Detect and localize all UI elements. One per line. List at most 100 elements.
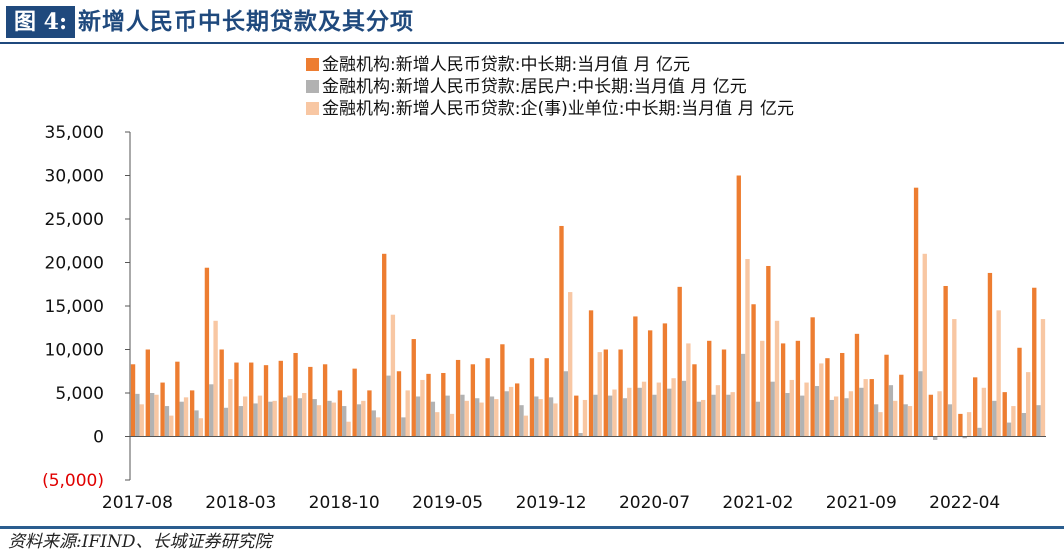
bar-s1-2018-07 [293, 352, 298, 437]
bar-s1-2020-06 [633, 316, 638, 437]
bar-s2-2021-08 [844, 398, 849, 437]
bar-s2-2022-01 [918, 371, 923, 437]
legend-label-1: 金融机构:新增人民币贷款:中长期:当月值 月 亿元 [322, 55, 690, 75]
bar-s1-2021-03 [766, 265, 771, 437]
bar-s2-2018-01 [209, 384, 214, 437]
bar-s3-2018-09 [331, 402, 336, 437]
bar-s2-2020-07 [652, 394, 657, 437]
x-tick-label: 2019-12 [516, 493, 587, 513]
bar-s1-2022-01 [913, 187, 919, 437]
bar-s1-2019-09 [500, 344, 505, 437]
bar-s2-2017-09 [149, 393, 155, 437]
bar-series-group [130, 175, 1046, 440]
legend-swatch-1 [306, 58, 319, 71]
bar-s1-2018-11 [352, 368, 357, 437]
y-tick-label: 15,000 [45, 297, 104, 317]
bar-s2-2017-08 [135, 393, 140, 437]
bar-s2-2021-07 [829, 399, 834, 437]
x-tick-label: 2019-05 [412, 493, 483, 513]
bar-s3-2020-12 [730, 392, 735, 437]
y-tick-label: (5,000) [42, 471, 104, 491]
bar-s1-2019-02 [396, 371, 402, 437]
bar-s3-2018-03 [242, 396, 248, 437]
bar-s2-2019-05 [445, 395, 450, 437]
bar-s3-2018-12 [375, 417, 381, 437]
figure-title: 新增人民币中长期贷款及其分项 [78, 8, 414, 35]
y-tick-label: 35,000 [45, 123, 104, 143]
bar-s1-2019-01 [382, 253, 387, 437]
bar-s3-2022-06 [996, 310, 1001, 437]
bar-s3-2021-11 [893, 400, 898, 437]
bar-s3-2021-12 [907, 406, 913, 437]
bar-s1-2021-05 [795, 340, 801, 437]
bar-s1-2019-08 [485, 358, 490, 437]
bar-s3-2017-10 [169, 415, 174, 437]
bar-s3-2017-12 [198, 418, 204, 437]
bar-s1-2018-02 [219, 349, 224, 437]
bar-s2-2018-04 [253, 403, 258, 437]
bar-s3-2018-01 [213, 320, 218, 437]
bar-s1-2021-02 [751, 304, 756, 437]
bar-s3-2021-05 [804, 382, 809, 437]
bar-s2-2017-11 [179, 401, 184, 437]
bar-s2-2018-03 [238, 406, 243, 437]
bar-s2-2022-02 [933, 436, 938, 440]
bar-s2-2021-06 [814, 386, 820, 437]
bar-s1-2018-03 [234, 362, 239, 437]
bar-s2-2022-07 [1006, 422, 1012, 437]
bar-s3-2022-03 [952, 319, 957, 437]
bar-s1-2019-05 [441, 372, 446, 437]
bar-s1-2022-09 [1032, 287, 1037, 437]
bar-s2-2020-02 [578, 433, 583, 437]
bar-s2-2021-03 [770, 381, 775, 437]
bar-s3-2019-08 [494, 399, 499, 437]
bar-s1-2019-04 [426, 373, 431, 437]
bar-s2-2019-10 [519, 405, 524, 437]
legend-swatch-2 [306, 80, 319, 93]
bar-s1-2020-10 [692, 364, 697, 437]
bar-s2-2022-09 [1036, 405, 1041, 437]
bar-s1-2018-04 [249, 362, 254, 437]
x-tick-label: 2021-09 [826, 493, 897, 513]
bar-s3-2019-05 [449, 413, 455, 437]
x-tick-label: 2017-08 [102, 493, 173, 513]
bar-s2-2019-06 [460, 394, 465, 437]
bar-s3-2022-09 [1040, 319, 1046, 437]
bar-s1-2021-08 [840, 352, 845, 437]
x-tick-label: 2018-03 [205, 493, 276, 513]
bar-s3-2020-07 [656, 382, 662, 437]
bar-s2-2019-01 [386, 375, 391, 437]
bar-s1-2020-01 [559, 225, 564, 437]
loan-bar-chart: 金融机构:新增人民币贷款:中长期:当月值 月 亿元金融机构:新增人民币贷款:居民… [42, 55, 1046, 513]
bar-s1-2018-06 [278, 360, 283, 437]
bar-s1-2019-12 [544, 358, 549, 437]
y-tick-label: 25,000 [45, 210, 104, 230]
bar-s1-2019-06 [455, 359, 461, 437]
bar-s2-2021-02 [755, 401, 761, 437]
bar-s2-2020-08 [667, 388, 672, 437]
bar-s3-2018-11 [361, 400, 366, 437]
bar-s2-2018-11 [356, 404, 362, 437]
bar-s3-2020-06 [641, 381, 647, 437]
bar-s2-2017-12 [194, 410, 199, 437]
bar-s2-2022-06 [992, 400, 997, 437]
bar-s2-2021-01 [740, 353, 746, 437]
bar-s3-2020-01 [568, 292, 573, 437]
bar-s3-2017-11 [183, 397, 189, 437]
y-tick-label: 30,000 [45, 167, 104, 187]
bar-s3-2021-03 [774, 320, 780, 437]
x-tick-label: 2022-04 [929, 493, 1000, 513]
chart-legend: 金融机构:新增人民币贷款:中长期:当月值 月 亿元金融机构:新增人民币贷款:居民… [306, 55, 794, 119]
bar-s1-2018-10 [337, 390, 343, 437]
bar-s2-2019-11 [534, 396, 539, 437]
bar-s3-2018-06 [287, 395, 292, 437]
x-tick-label: 2021-02 [722, 493, 793, 513]
bar-s1-2021-04 [780, 343, 786, 437]
bar-s3-2020-03 [597, 352, 602, 437]
bar-s1-2017-08 [130, 364, 136, 437]
bar-s1-2020-08 [662, 323, 668, 437]
bar-s2-2018-09 [327, 400, 332, 437]
bar-s1-2018-09 [322, 364, 328, 437]
x-axis: 2017-08 2018-03 2018-10 2019-05 2019-12 2020-… [102, 436, 1046, 513]
bar-s1-2021-09 [854, 333, 860, 437]
